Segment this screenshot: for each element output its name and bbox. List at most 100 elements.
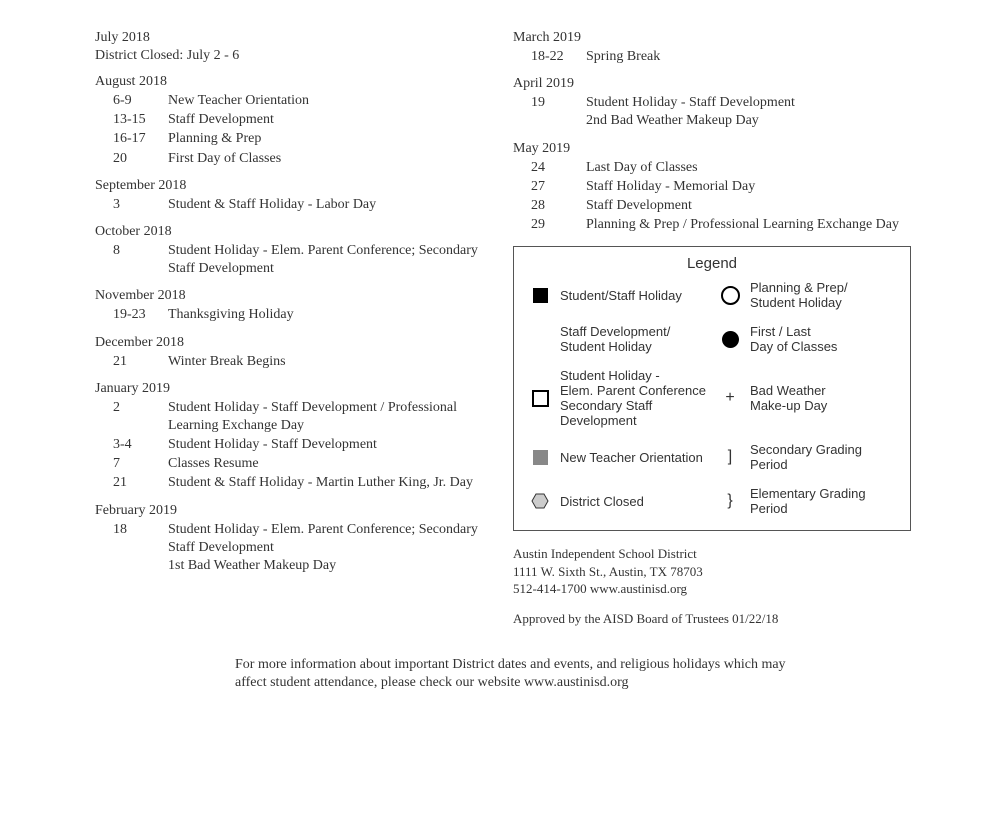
month-block: September 2018 3Student & Staff Holiday -… (95, 178, 493, 214)
legend-grid: Student/Staff Holiday Planning & Prep/Stu… (526, 280, 898, 516)
event-date: 6-9 (113, 92, 168, 110)
month-block: April 2019 19Student Holiday - Staff Deve… (513, 76, 911, 130)
month-block: May 201924Last Day of Classes27Staff Hol… (513, 141, 911, 235)
event-row: 13-15Staff Development (113, 111, 493, 129)
event-row: 18Student Holiday - Elem. Parent Confere… (113, 521, 493, 576)
legend-label: First / LastDay of Classes (750, 324, 898, 354)
event-desc: Classes Resume (168, 455, 493, 473)
event-row: 3Student & Staff Holiday - Labor Day (113, 196, 493, 214)
month-block: March 2019 18-22Spring Break (513, 30, 911, 66)
legend-label: Planning & Prep/Student Holiday (750, 280, 898, 310)
event-date: 3 (113, 196, 168, 214)
event-date: 28 (531, 197, 586, 215)
event-date: 8 (113, 242, 168, 278)
event-desc: Thanksgiving Holiday (168, 306, 493, 324)
event-row: 18-22Spring Break (531, 48, 911, 66)
event-row: 2Student Holiday - Staff Development / P… (113, 399, 493, 435)
month-block: October 2018 8Student Holiday - Elem. Par… (95, 224, 493, 278)
month-title: October 2018 (95, 224, 493, 240)
event-date: 18-22 (531, 48, 586, 66)
event-date: 19 (531, 94, 586, 130)
event-date: 20 (113, 150, 168, 168)
month-block: December 2018 21Winter Break Begins (95, 335, 493, 371)
district-contact: 512-414-1700 www.austinisd.org (513, 580, 911, 598)
event-desc: First Day of Classes (168, 150, 493, 168)
district-approved: Approved by the AISD Board of Trustees 0… (513, 610, 911, 628)
event-date: 7 (113, 455, 168, 473)
legend-symbol (526, 493, 554, 509)
event-row: 8Student Holiday - Elem. Parent Conferen… (113, 242, 493, 278)
event-row: 20First Day of Classes (113, 150, 493, 168)
event-row: 21Winter Break Begins (113, 353, 493, 371)
event-date: 29 (531, 216, 586, 234)
district-info: Austin Independent School District1111 W… (513, 545, 911, 627)
footer-note: For more information about important Dis… (235, 656, 811, 694)
district-name: Austin Independent School District (513, 545, 911, 563)
event-date: 27 (531, 178, 586, 196)
event-date: 16-17 (113, 130, 168, 148)
event-desc: Planning & Prep (168, 130, 493, 148)
month-title: January 2019 (95, 381, 493, 397)
event-desc: Student Holiday - Staff Development2nd B… (586, 94, 911, 130)
event-date: 18 (113, 521, 168, 576)
legend-title: Legend (526, 255, 898, 272)
legend-symbol (716, 331, 744, 348)
legend-symbol: + (716, 389, 744, 407)
event-row: 28Staff Development (531, 197, 911, 215)
legend-label: New Teacher Orientation (560, 450, 710, 465)
event-row: 24Last Day of Classes (531, 159, 911, 177)
event-date: 13-15 (113, 111, 168, 129)
legend-label: Bad WeatherMake-up Day (750, 383, 898, 413)
event-desc: Spring Break (586, 48, 911, 66)
event-row: 16-17Planning & Prep (113, 130, 493, 148)
month-block: August 2018 6-9New Teacher Orientation13-… (95, 74, 493, 168)
event-desc: Staff Development (586, 197, 911, 215)
legend-symbol: } (716, 492, 744, 510)
month-title: December 2018 (95, 335, 493, 351)
event-desc: Planning & Prep / Professional Learning … (586, 216, 911, 234)
legend-label: Secondary Grading Period (750, 442, 898, 472)
event-date: 21 (113, 353, 168, 371)
event-desc: Student Holiday - Elem. Parent Conferenc… (168, 242, 493, 278)
event-date: 19-23 (113, 306, 168, 324)
legend-label: Elementary Grading Period (750, 486, 898, 516)
month-block: July 2018District Closed: July 2 - 6 (95, 30, 493, 64)
legend-label: District Closed (560, 494, 710, 509)
event-row: 7Classes Resume (113, 455, 493, 473)
month-title: September 2018 (95, 178, 493, 194)
event-desc: Student Holiday - Staff Development / Pr… (168, 399, 493, 435)
month-title: February 2019 (95, 503, 493, 519)
event-desc: Student Holiday - Elem. Parent Conferenc… (168, 521, 493, 576)
month-block: November 2018 19-23Thanksgiving Holiday (95, 288, 493, 324)
event-row: 19Student Holiday - Staff Development2nd… (531, 94, 911, 130)
month-title: April 2019 (513, 76, 911, 92)
event-date: 2 (113, 399, 168, 435)
event-row: 29Planning & Prep / Professional Learnin… (531, 216, 911, 234)
legend-symbol (526, 450, 554, 465)
legend-symbol (526, 390, 554, 407)
month-block: February 2019 18Student Holiday - Elem. P… (95, 503, 493, 576)
month-title: August 2018 (95, 74, 493, 90)
event-desc: Last Day of Classes (586, 159, 911, 177)
legend-box: Legend Student/Staff Holiday Planning & Pr… (513, 246, 911, 531)
event-row: 19-23Thanksgiving Holiday (113, 306, 493, 324)
event-date: 24 (531, 159, 586, 177)
month-title: July 2018 (95, 30, 493, 46)
event-row: 21Student & Staff Holiday - Martin Luthe… (113, 474, 493, 492)
month-block: January 2019 2Student Holiday - Staff Dev… (95, 381, 493, 493)
event-desc: Winter Break Begins (168, 353, 493, 371)
event-date: 21 (113, 474, 168, 492)
legend-symbol (526, 288, 554, 303)
legend-label: Student/Staff Holiday (560, 288, 710, 303)
legend-symbol: ] (716, 448, 744, 466)
legend-label: Staff Development/Student Holiday (560, 324, 710, 354)
month-title: March 2019 (513, 30, 911, 46)
event-desc: New Teacher Orientation (168, 92, 493, 110)
legend-symbol (716, 286, 744, 305)
event-desc: Student Holiday - Staff Development (168, 436, 493, 454)
month-title: November 2018 (95, 288, 493, 304)
right-column: March 201918-22Spring BreakApril 201919S… (513, 30, 911, 628)
event-row: 3-4Student Holiday - Staff Development (113, 436, 493, 454)
event-row: 27Staff Holiday - Memorial Day (531, 178, 911, 196)
event-desc: Staff Development (168, 111, 493, 129)
